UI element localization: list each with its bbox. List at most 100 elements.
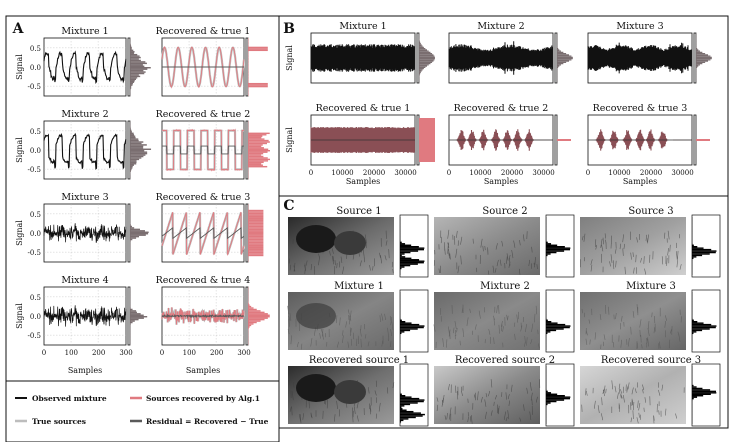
x-tick-label: 0 xyxy=(160,349,164,357)
mixture-histogram xyxy=(130,138,138,139)
pixel-histogram xyxy=(546,402,551,403)
mixture-histogram xyxy=(130,44,131,45)
audio-mixture-histogram xyxy=(419,48,425,49)
audio-recovered-histogram xyxy=(696,139,710,141)
hist-divider xyxy=(128,38,130,96)
audio-mixture-histogram xyxy=(419,68,424,69)
audio-mixture-histogram xyxy=(557,56,571,57)
audio-mixture-histogram xyxy=(419,69,423,70)
recovered-histogram xyxy=(248,50,268,51)
audio-x-tick-label: 20000 xyxy=(363,169,385,177)
audio-y-axis-label: Signal xyxy=(285,127,294,153)
recovered-histogram xyxy=(248,312,265,313)
image-title: Recovered source 2 xyxy=(455,355,555,366)
audio-mixture-histogram xyxy=(696,54,708,55)
recovered-histogram xyxy=(248,137,261,138)
pixel-histogram xyxy=(546,404,548,405)
pixel-histogram xyxy=(400,420,403,421)
pixel-histogram xyxy=(400,398,419,399)
pixel-histogram xyxy=(692,258,693,259)
audio-mixture-histogram xyxy=(419,49,427,50)
audio-mixture-histogram xyxy=(419,76,420,77)
audio-mixture-histogram xyxy=(696,49,698,50)
y-axis-label: Signal xyxy=(15,54,24,80)
recovered-histogram xyxy=(248,319,265,320)
pixel-histogram xyxy=(400,327,424,328)
audio-mixture-histogram xyxy=(557,51,561,52)
recovered-histogram xyxy=(248,242,263,243)
pixel-histogram xyxy=(692,333,693,334)
pixel-histogram xyxy=(400,320,402,321)
recovered-histogram xyxy=(248,234,263,235)
recovered-histogram xyxy=(248,252,263,253)
mixture-histogram xyxy=(130,154,145,155)
y-tick-label: -0.5 xyxy=(28,166,42,174)
recovered-histogram xyxy=(248,147,264,148)
audio-mixture-histogram xyxy=(557,62,566,63)
image-thumbnail xyxy=(434,292,540,350)
pixel-histogram xyxy=(400,410,407,411)
pixel-histogram xyxy=(692,398,694,399)
audio-mixture-histogram xyxy=(419,64,429,65)
image-title: Recovered source 3 xyxy=(601,355,701,366)
recovered-histogram xyxy=(248,84,268,85)
mixture-histogram xyxy=(130,159,139,160)
audio-recovered-title: Recovered & true 2 xyxy=(454,103,549,114)
audio-mixture-histogram xyxy=(557,57,573,58)
pixel-histogram xyxy=(546,398,570,399)
mixture-histogram xyxy=(130,169,132,170)
recovered-histogram xyxy=(248,315,270,316)
recovered-histogram xyxy=(248,133,270,134)
audio-mixture-histogram xyxy=(419,47,424,48)
mixture-histogram xyxy=(130,144,147,145)
mixture-histogram xyxy=(130,315,144,316)
mixture-histogram xyxy=(130,61,145,62)
audio-x-axis-label: Samples xyxy=(484,177,518,186)
mixture-histogram xyxy=(130,172,131,173)
pixel-histogram xyxy=(692,320,694,321)
mixture-title: Mixture 3 xyxy=(61,192,108,203)
mixture-histogram xyxy=(130,68,147,69)
recovered-histogram xyxy=(248,136,262,137)
hist-divider xyxy=(246,204,248,262)
pixel-histogram xyxy=(400,246,419,247)
y-tick-label: 0.0 xyxy=(30,313,41,321)
recovered-histogram xyxy=(248,237,263,238)
panel-c-letter: C xyxy=(283,198,294,214)
hist-divider xyxy=(417,33,419,83)
recovered-histogram xyxy=(248,47,268,48)
mixture-histogram xyxy=(130,64,143,65)
pixel-histogram xyxy=(546,331,550,332)
recovered-histogram xyxy=(248,166,267,167)
mixture-histogram xyxy=(130,322,133,323)
recovered-histogram xyxy=(248,249,263,250)
pixel-histogram xyxy=(400,249,424,250)
pixel-histogram xyxy=(546,394,557,395)
pixel-histogram xyxy=(546,247,570,248)
recovered-histogram xyxy=(248,253,263,254)
mixture-histogram xyxy=(130,128,131,129)
mixture-histogram xyxy=(130,320,135,321)
y-tick-label: 0.5 xyxy=(30,45,41,53)
recovered-histogram xyxy=(248,144,263,145)
recovered-histogram xyxy=(248,220,263,221)
pixel-histogram xyxy=(400,407,401,408)
pixel-histogram xyxy=(692,245,694,246)
mixture-title: Mixture 4 xyxy=(61,275,108,286)
mixture-histogram xyxy=(130,146,143,147)
recovered-title: Recovered & true 2 xyxy=(156,109,251,120)
audio-mixture-histogram xyxy=(557,58,573,59)
audio-mixture-histogram xyxy=(419,41,420,42)
recovered-histogram xyxy=(248,306,251,307)
audio-recovered-title: Recovered & true 3 xyxy=(593,103,688,114)
pixel-histogram xyxy=(400,265,410,266)
audio-mixture-histogram xyxy=(557,47,558,48)
mixture-histogram xyxy=(130,130,131,131)
audio-x-tick-label: 20000 xyxy=(640,169,662,177)
mixture-histogram xyxy=(130,80,135,81)
pixel-histogram xyxy=(692,324,711,325)
pixel-histogram xyxy=(400,399,424,400)
mixture-histogram xyxy=(130,86,131,87)
image-title: Recovered source 1 xyxy=(309,355,409,366)
pixel-histogram xyxy=(400,261,424,262)
